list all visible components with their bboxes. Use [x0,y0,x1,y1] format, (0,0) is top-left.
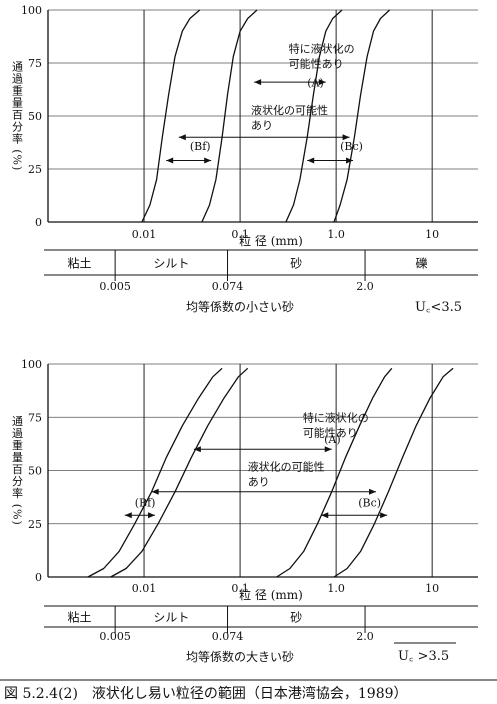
grading-curve-3 [276,367,393,578]
band-label: 粘土 [68,256,92,271]
arrow-head-right [324,446,332,453]
chart-subtitle: 均等係数の大きい砂 [186,649,294,664]
annotation-text: 液状化の可能性 [248,460,325,474]
arrow-head-right [342,134,350,141]
x-tick-label: 0.01 [132,582,157,595]
arrow-head-left [178,134,186,141]
arrow-head-right [380,512,388,519]
band-boundary-label: 0.005 [99,280,131,293]
x-axis-label: 粒 径 (mm) [239,587,303,602]
annotation-text: (Bc) [358,497,381,510]
arrow-head-right [204,157,212,164]
annotation-text: 可能性あり [289,56,344,70]
arrow-head-left [321,512,329,519]
y-tick-label: 0 [35,571,42,584]
grading-curve-4 [333,9,391,223]
y-tick-label: 100 [21,358,42,371]
annotation-text: 液状化の可能性 [251,103,328,117]
chart-subtitle: 均等係数の小さい砂 [186,299,294,314]
grading-curve-4 [333,367,454,578]
annotation-text: (Bf) [135,497,156,510]
arrow-head-left [193,446,201,453]
x-tick-label: 10 [425,582,439,595]
band-boundary-label: 2.0 [356,280,374,293]
chart-bottom: 0 25 50 75 100 0.01 0.1 1.0 10 通過重量百分率 (%) 粒 径 (mm… [11,358,478,664]
x-tick-label: 10 [425,228,439,241]
annotation-text: (A) [307,76,324,89]
x-tick-label: 0.1 [231,582,249,595]
x-tick-label: 1.0 [327,582,345,595]
x-tick-label: 1.0 [327,228,345,241]
band-boundary-label: 0.074 [212,630,244,643]
y-tick-label: 25 [28,163,42,176]
arrow-head-right [346,157,354,164]
figure-caption: 図 5.2.4(2) 液状化し易い粒径の範囲（日本港湾協会，1989） [4,685,408,702]
annotation-text: 特に液状化の [303,411,369,425]
band-boundary-label: 0.074 [212,280,244,293]
annotation-text: 特に液状化の [289,41,355,55]
arrow-head-left [124,512,132,519]
x-tick-label: 0.01 [132,228,157,241]
soil-classification-band: 0.005 0.074 2.0 粘土 シルト 砂 [44,605,478,643]
arrow-head-right [368,488,376,495]
band-boundary-label: 2.0 [356,630,374,643]
x-axis-label: 粒 径 (mm) [239,233,303,248]
annotation-text: あり [251,119,273,132]
chart-top: 0 25 50 75 100 0.01 0.1 1.0 10 通過重量百分率 (%) 粒 径 (mm… [11,4,478,315]
grading-curve-1 [141,9,201,223]
arrow-head-left [166,157,174,164]
y-tick-label: 25 [28,518,42,531]
band-label: 粘土 [68,610,92,625]
band-boundary-label: 0.005 [99,630,131,643]
arrow-head-left [307,157,315,164]
y-axis-label: 通過重量百分率 (%) [11,415,24,526]
band-label: シルト [153,257,189,271]
soil-classification-band: 0.005 0.074 2.0 粘土 シルト 砂 礫 [44,249,478,293]
grading-curve-1 [87,367,223,578]
arrow-head-right [318,79,326,86]
uniformity-coefficient-label: U꜀<3.5 [415,300,462,315]
band-label: 砂 [290,257,302,271]
annotation-text: (A) [324,433,341,446]
y-tick-label: 100 [21,4,42,17]
grading-curve-2 [110,367,249,578]
annotation-text: あり [248,476,270,489]
arrow-head-left [151,488,159,495]
annotation-text: 可能性あり [303,426,358,440]
annotation-text: (Bf) [190,140,211,153]
uniformity-coefficient-label: U꜀ >3.5 [398,649,449,664]
y-tick-label: 0 [35,216,42,229]
annotation-text: (Bc) [340,140,363,153]
y-tick-label: 75 [28,411,42,424]
y-tick-label: 75 [28,57,42,70]
x-tick-label: 0.1 [231,228,249,241]
band-label: シルト [153,611,189,625]
band-label: 砂 [290,611,302,625]
arrow-head-left [254,79,262,86]
y-tick-label: 50 [28,465,42,478]
grading-curve-3 [285,9,343,223]
y-axis-label: 通過重量百分率 (%) [11,60,24,171]
grading-curve-2 [201,9,258,223]
band-label: 礫 [416,256,428,271]
arrow-head-right [147,512,155,519]
y-tick-label: 50 [28,110,42,123]
